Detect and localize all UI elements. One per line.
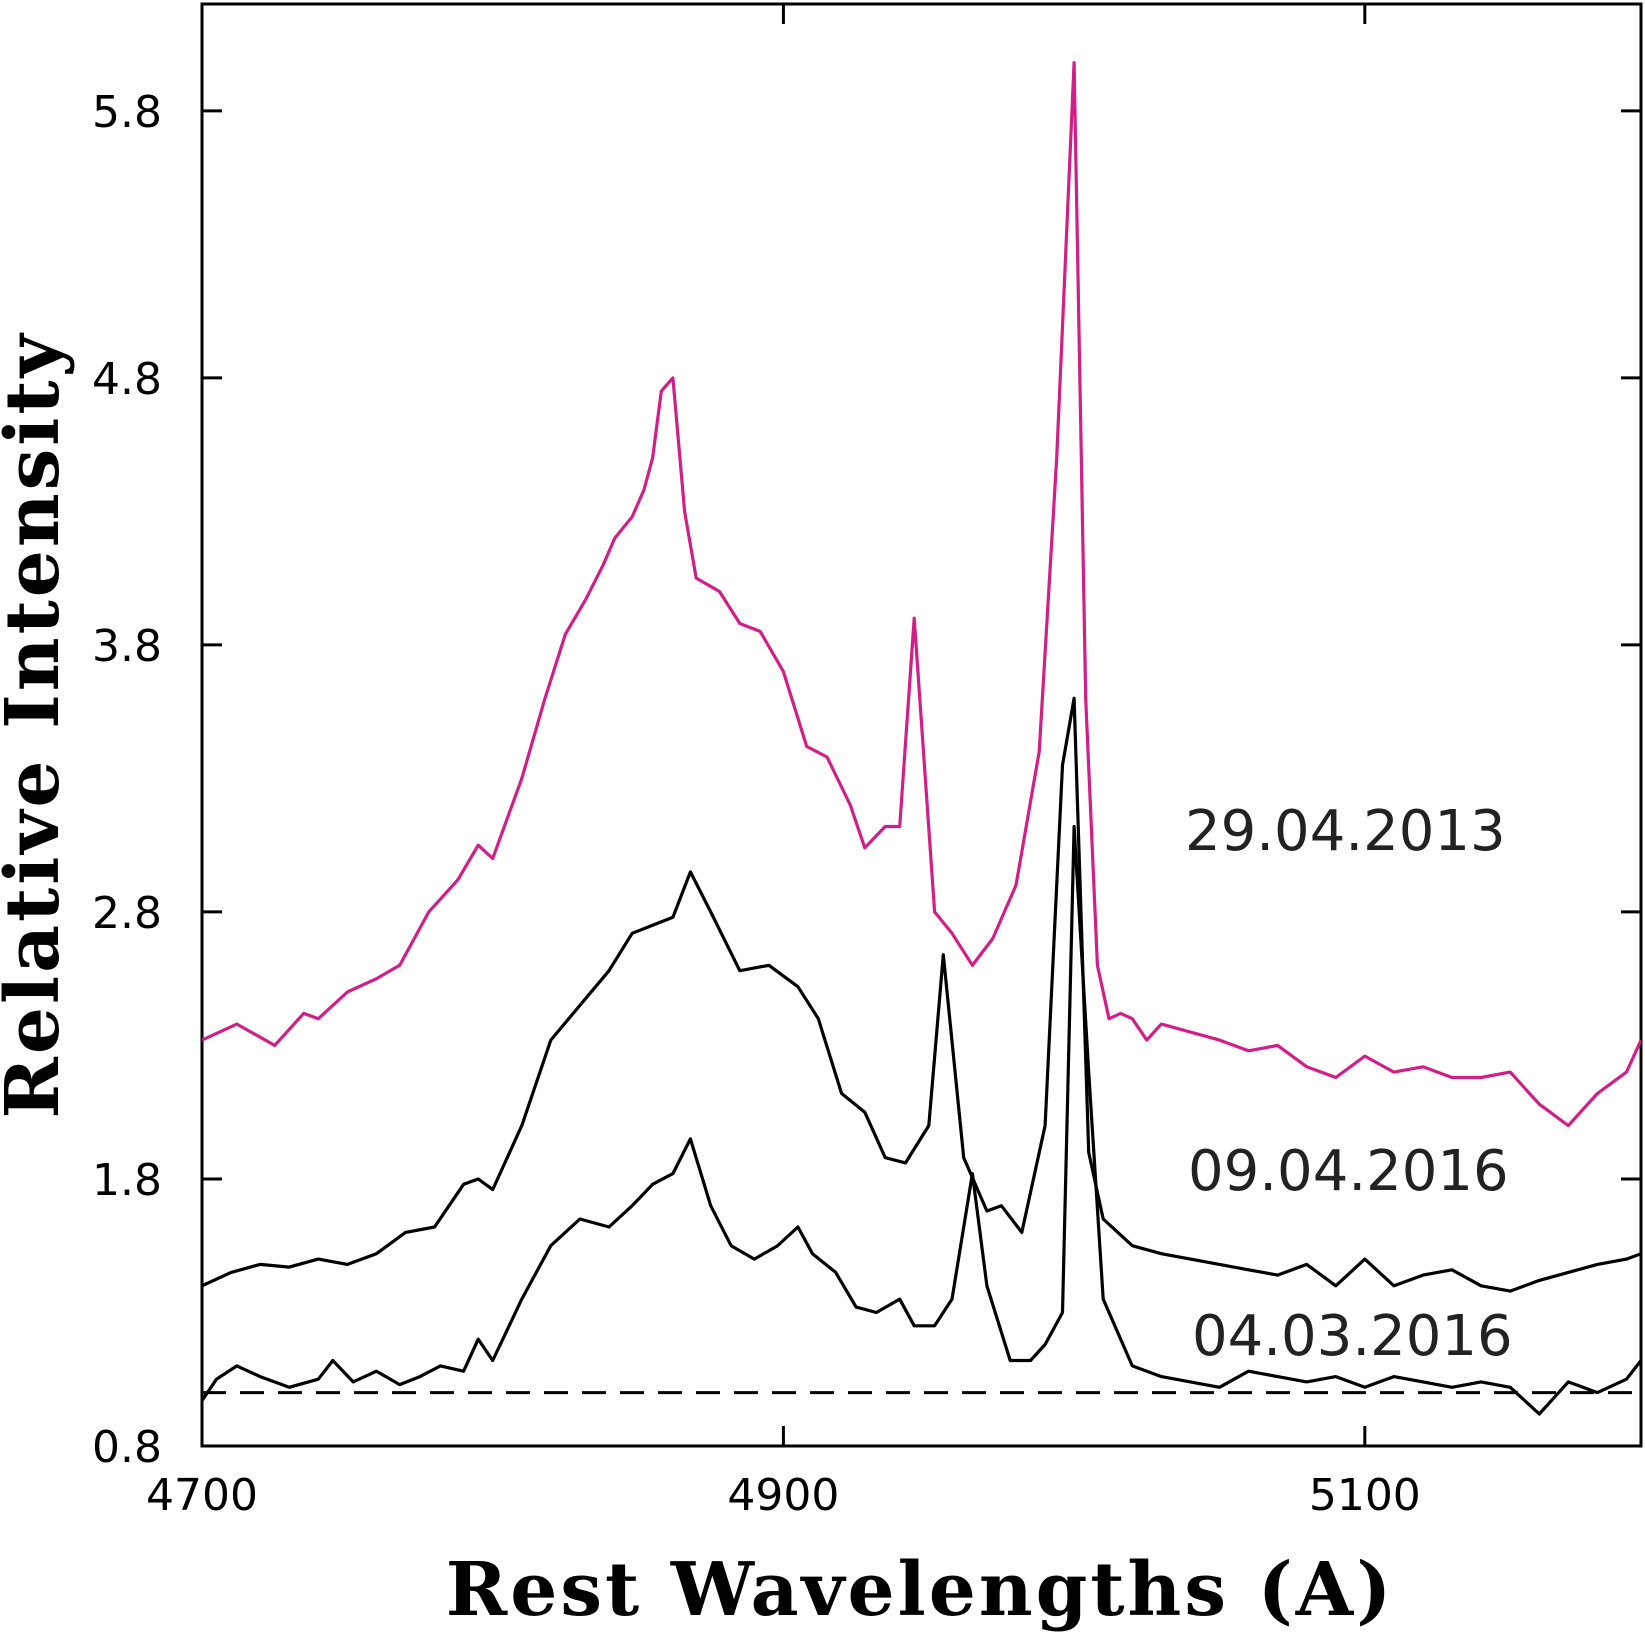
x-tick-label: 4900 xyxy=(727,1470,839,1521)
x-tick-label: 4700 xyxy=(146,1470,258,1521)
annotation-09-04-2016: 09.04.2016 xyxy=(1188,1139,1509,1204)
y-tick-label: 3.8 xyxy=(92,621,162,672)
y-tick-label: 2.8 xyxy=(92,888,162,939)
y-tick-label: 1.8 xyxy=(92,1155,162,1206)
y-tick-label: 0.8 xyxy=(92,1422,162,1473)
y-axis-title: Relative Intensity xyxy=(0,331,76,1118)
plot-frame xyxy=(200,2,1643,1448)
series-line-29-04-2013 xyxy=(202,61,1641,1128)
x-tick-label: 5100 xyxy=(1309,1470,1421,1521)
y-tick-label: 4.8 xyxy=(92,354,162,405)
series-line-09-04-2016 xyxy=(202,696,1641,1293)
series-line-04-03-2016 xyxy=(202,824,1641,1416)
annotation-29-04-2013: 29.04.2013 xyxy=(1185,799,1506,864)
annotation-04-03-2016: 04.03.2016 xyxy=(1192,1304,1513,1369)
y-tick-label: 5.8 xyxy=(92,87,162,138)
x-axis-title: Rest Wavelengths (A) xyxy=(446,1547,1394,1632)
